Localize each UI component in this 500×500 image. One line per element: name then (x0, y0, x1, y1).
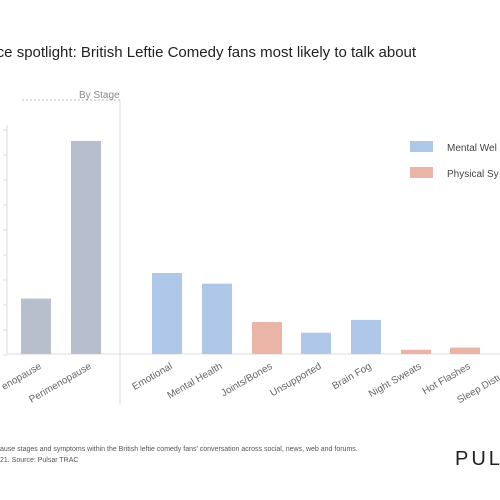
legend-swatch (410, 141, 433, 152)
x-tick-label: Night Sweats (367, 361, 424, 400)
bar (351, 319, 381, 354)
bar (71, 140, 101, 354)
bar (152, 273, 182, 354)
brand-logo: PULS (455, 448, 500, 470)
legend-label: Mental Wel (447, 143, 497, 154)
bar (401, 349, 431, 354)
legend-swatch (410, 167, 433, 178)
bar (21, 298, 51, 354)
legend-label: Physical Sy (447, 169, 499, 180)
footnote-line-1: ause stages and symptoms within the Brit… (0, 446, 358, 453)
x-tick-label: Joints/Bones (219, 361, 274, 399)
x-tick-label: Emotional (130, 361, 174, 393)
bar (301, 332, 331, 354)
chart-title: ence spotlight: British Leftie Comedy fa… (0, 44, 417, 61)
x-tick-label: Unsupported (268, 361, 323, 399)
bar (202, 283, 232, 354)
footnote-line-2: 21. Source: Pulsar TRAC (0, 457, 79, 464)
x-tick-label: enopause (0, 361, 44, 393)
x-tick-label: Mental Health (166, 361, 225, 401)
x-tick-label: Brain Fog (330, 361, 373, 392)
bar (450, 347, 480, 354)
group-label: By Stage (79, 90, 120, 101)
bar (252, 322, 282, 354)
